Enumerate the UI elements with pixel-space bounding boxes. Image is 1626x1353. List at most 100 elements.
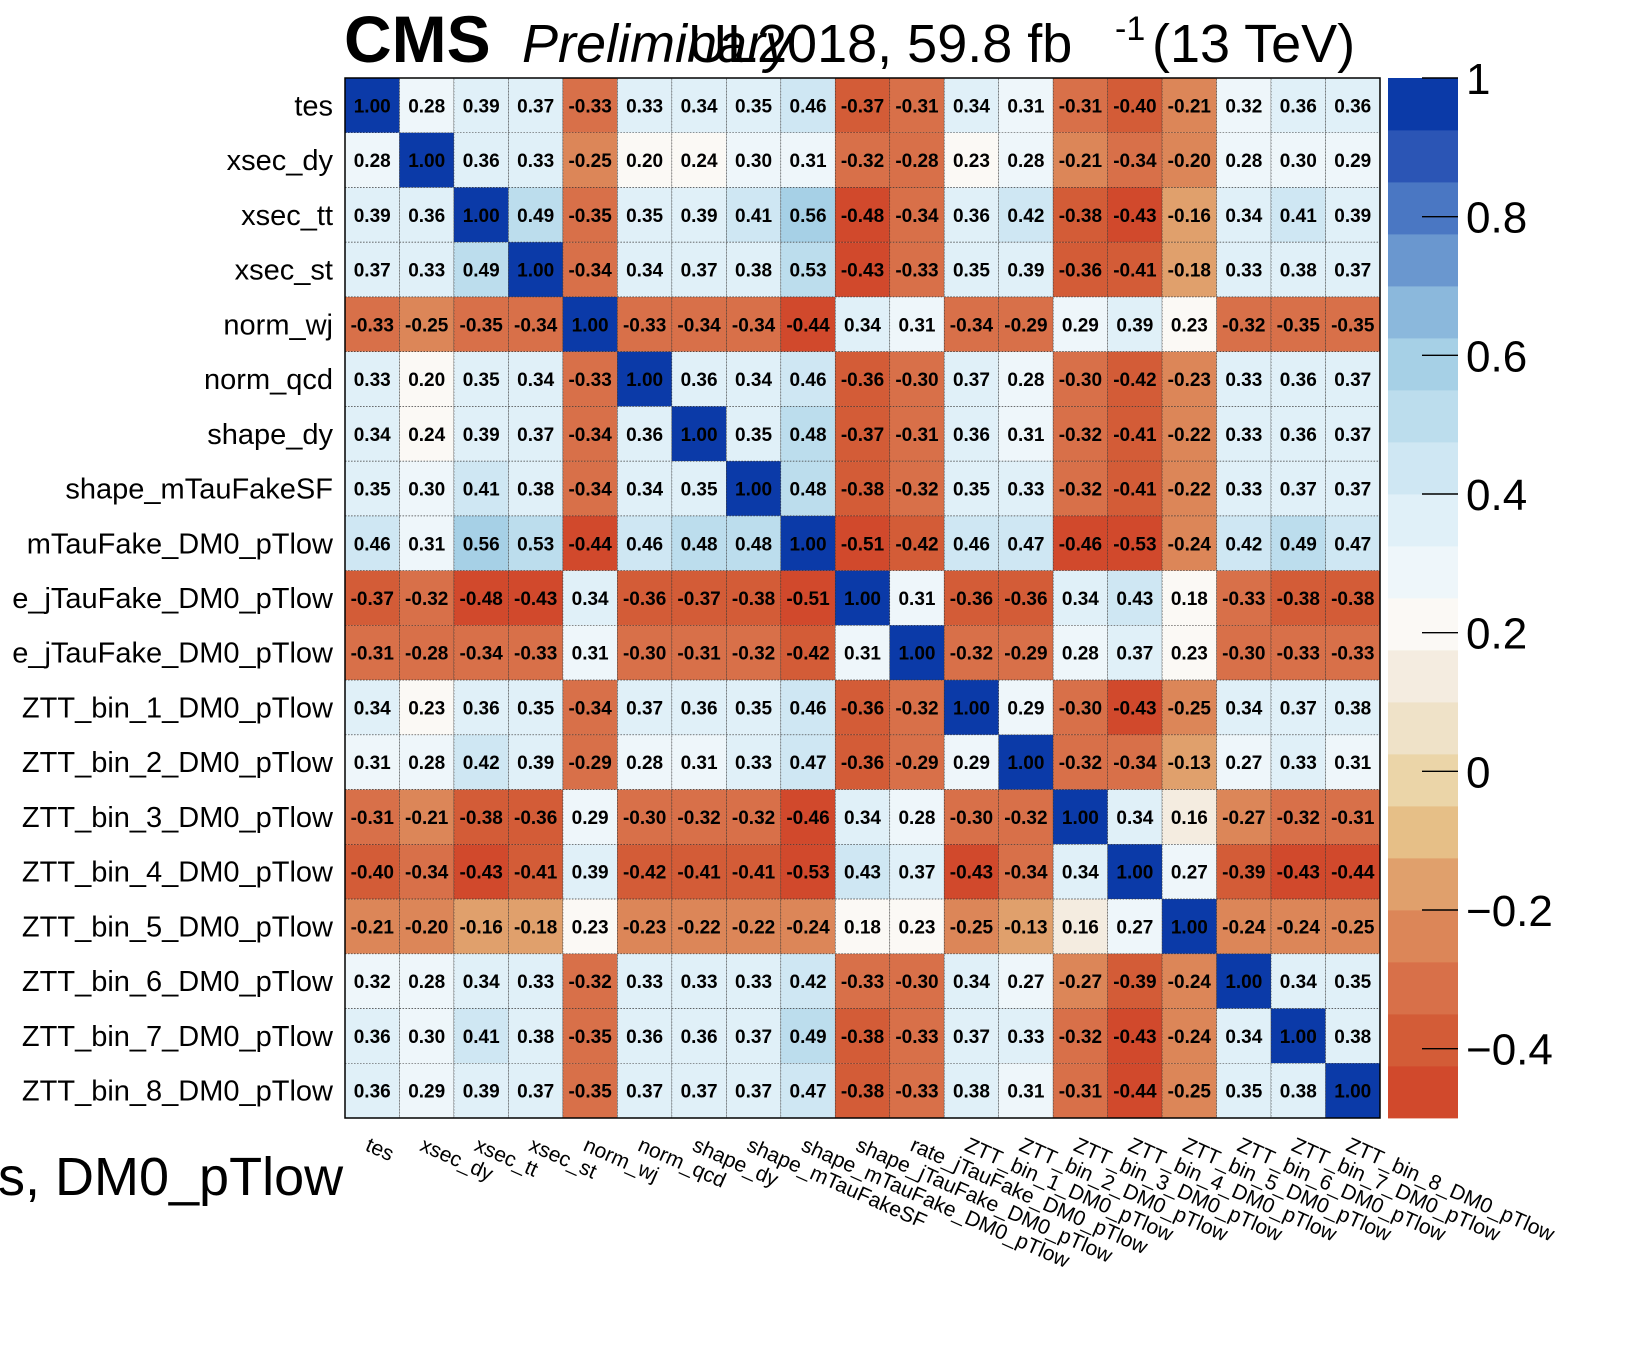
color-scale-tick-label: 0.8 [1466,194,1527,243]
cell-value-label: 0.48 [681,534,718,555]
color-scale-tick-label: 0 [1466,748,1490,797]
cell-value-label: -0.24 [1168,972,1212,993]
heatmap-cell [399,679,455,736]
heatmap-cell [780,351,836,407]
heatmap-cell [1216,953,1272,1009]
y-tick-label: ZTT_bin_6_DM0_pTlow [22,966,334,998]
heatmap-cells [344,77,1381,1119]
cell-value-label: 0.24 [408,425,445,446]
heatmap-cell [1161,789,1217,845]
cell-value-label: 0.35 [953,261,990,282]
cell-value-label: 0.36 [626,1027,663,1048]
heatmap-cell [1270,1008,1326,1064]
cell-value-label: -0.31 [351,808,395,829]
heatmap-cell [780,132,836,188]
cell-value-label: 0.29 [1007,698,1044,719]
cell-value-label: -0.37 [677,589,720,610]
cell-value-label: 0.38 [1280,1082,1317,1103]
heatmap-cell [1325,515,1381,571]
cell-value-label: 0.34 [1225,206,1262,227]
cell-value-label: 0.39 [463,1082,500,1103]
heatmap-cell [834,734,891,790]
heatmap-cell [344,734,400,790]
heatmap-cell [617,625,673,681]
cell-value-label: 0.37 [1334,425,1371,446]
cell-value-label: 0.37 [735,1027,772,1048]
heatmap-cell [562,734,618,790]
cell-value-label: -0.22 [1168,425,1211,446]
cell-value-label: 0.41 [735,206,772,227]
cell-value-label: -0.38 [841,1027,884,1048]
cell-value-label: 1.00 [1116,863,1153,884]
cell-value-label: 0.38 [953,1082,990,1103]
cell-value-label: -0.24 [1277,917,1321,938]
heatmap-cell [1325,187,1381,243]
heatmap-cell [671,734,727,790]
color-scale-swatch [1388,494,1458,547]
cell-value-label: 0.34 [953,972,990,993]
heatmap-cell [562,625,618,681]
cell-value-label: 0.47 [1007,534,1044,555]
cell-value-label: -0.41 [1113,425,1157,446]
cell-value-label: 0.46 [790,698,827,719]
heatmap-cell [998,241,1054,298]
heatmap-cell [1161,844,1217,900]
cell-value-label: 0.53 [790,261,827,282]
cell-value-label: -0.25 [950,917,994,938]
cell-value-label: -0.21 [1168,96,1212,117]
color-scale-swatch [1388,1014,1458,1067]
cell-value-label: -0.34 [1004,863,1048,884]
heatmap-cell [998,1008,1054,1064]
cell-value-label: -0.30 [623,808,666,829]
heatmap-cell [399,1062,455,1119]
cell-value-label: 0.43 [1116,589,1153,610]
heatmap-cell [1270,241,1326,298]
heatmap-cell [1270,406,1326,462]
heatmap-cell [1161,460,1217,517]
heatmap-cell [399,241,455,298]
heatmap-cell [889,679,945,736]
heatmap-cell [1052,296,1108,352]
cell-value-label: 0.36 [463,698,500,719]
cell-value-label: -0.42 [786,644,829,665]
heatmap-cell [1216,734,1272,790]
heatmap-cell [508,1062,564,1119]
heatmap-cell [1052,187,1108,243]
cell-value-label: 0.48 [790,425,827,446]
cell-value-label: 0.36 [1280,96,1317,117]
cell-value-label: -0.34 [568,698,612,719]
cell-value-label: 0.37 [517,1082,554,1103]
heatmap-cell [1107,625,1163,681]
color-scale-tick-label: 0.4 [1466,471,1527,520]
y-axis-tick-labels: tes xsec_dy xsec_tt xsec_st norm_wj norm_qcds… [12,90,334,1107]
heatmap-cell [834,1062,891,1119]
heatmap-cell [998,679,1054,736]
heatmap-cell [1052,406,1108,462]
cell-value-label: 1.00 [898,644,935,665]
heatmap-cell [617,515,673,571]
cell-value-label: -0.31 [1331,808,1375,829]
cell-value-label: 1.00 [354,96,391,117]
heatmap-cell [1107,679,1163,736]
heatmap-cell [998,77,1054,134]
heatmap-cell [617,679,673,736]
cell-value-label: 0.49 [1280,534,1317,555]
heatmap-cell [453,187,509,243]
y-tick-label: norm_qcd [204,364,333,396]
heatmap-cell [889,898,945,955]
cell-value-label: -0.34 [1113,151,1157,172]
heatmap-cell [671,898,727,955]
cell-value-label: 0.42 [1007,206,1044,227]
cell-value-label: 0.36 [681,698,718,719]
cell-value-label: 0.23 [898,917,935,938]
heatmap-cell [1216,789,1272,845]
heatmap-cell [399,570,455,626]
cell-value-label: 0.29 [408,1082,445,1103]
heatmap-cell [1107,132,1163,188]
heatmap-cell [1325,679,1381,736]
cell-value-label: -0.25 [1168,698,1212,719]
cell-value-label: 0.48 [790,480,827,501]
heatmap-cell [1325,1062,1381,1119]
cell-value-label: 0.33 [517,972,554,993]
